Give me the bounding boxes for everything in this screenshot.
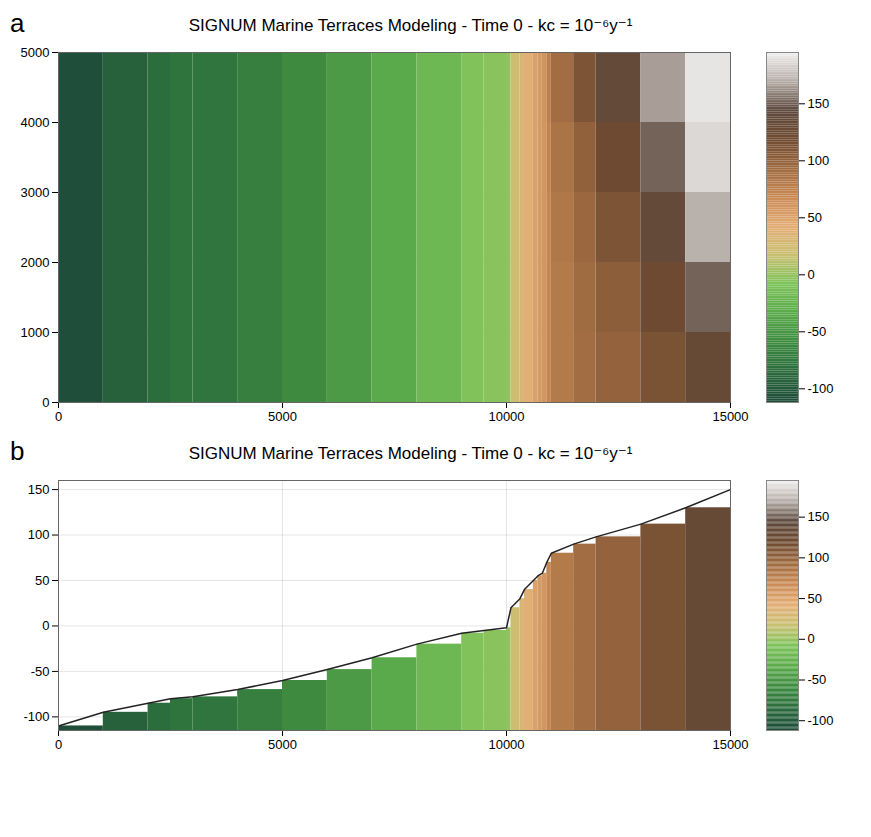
svg-text:10000: 10000 bbox=[488, 409, 524, 424]
html-text:a: a bbox=[10, 8, 25, 38]
svg-text:15000: 15000 bbox=[712, 409, 748, 424]
html-text:SIGNUM Marine Terraces Modelin: SIGNUM Marine Terraces Modeling - Time 0… bbox=[188, 16, 633, 35]
svg-text:5000: 5000 bbox=[268, 409, 297, 424]
svg-text:50: 50 bbox=[808, 210, 822, 225]
svg-text:100: 100 bbox=[28, 527, 50, 542]
svg-text:1000: 1000 bbox=[21, 325, 50, 340]
svg-text:150: 150 bbox=[808, 96, 830, 111]
svg-text:4000: 4000 bbox=[21, 115, 50, 130]
svg-text:100: 100 bbox=[808, 153, 830, 168]
svg-text:2000: 2000 bbox=[21, 255, 50, 270]
svg-text:-50: -50 bbox=[31, 664, 50, 679]
svg-text:-50: -50 bbox=[808, 324, 827, 339]
svg-text:15000: 15000 bbox=[712, 737, 748, 752]
html-text:SIGNUM Marine Terraces Modelin: SIGNUM Marine Terraces Modeling - Time 0… bbox=[188, 444, 633, 463]
svg-text:50: 50 bbox=[35, 573, 49, 588]
svg-text:0: 0 bbox=[808, 631, 815, 646]
svg-text:0: 0 bbox=[55, 409, 62, 424]
svg-text:150: 150 bbox=[28, 482, 50, 497]
svg-text:50: 50 bbox=[808, 591, 822, 606]
svg-text:5000: 5000 bbox=[21, 45, 50, 60]
svg-text:5000: 5000 bbox=[268, 737, 297, 752]
svg-text:150: 150 bbox=[808, 509, 830, 524]
html-text:b: b bbox=[10, 436, 25, 466]
svg-text:0: 0 bbox=[55, 737, 62, 752]
svg-text:-50: -50 bbox=[808, 672, 827, 687]
svg-text:0: 0 bbox=[808, 267, 815, 282]
svg-text:10000: 10000 bbox=[488, 737, 524, 752]
svg-text:-100: -100 bbox=[808, 381, 834, 396]
svg-text:0: 0 bbox=[42, 618, 49, 633]
svg-text:3000: 3000 bbox=[21, 185, 50, 200]
svg-text:-100: -100 bbox=[23, 709, 49, 724]
svg-text:0: 0 bbox=[42, 395, 49, 410]
svg-text:100: 100 bbox=[808, 550, 830, 565]
svg-text:-100: -100 bbox=[808, 713, 834, 728]
